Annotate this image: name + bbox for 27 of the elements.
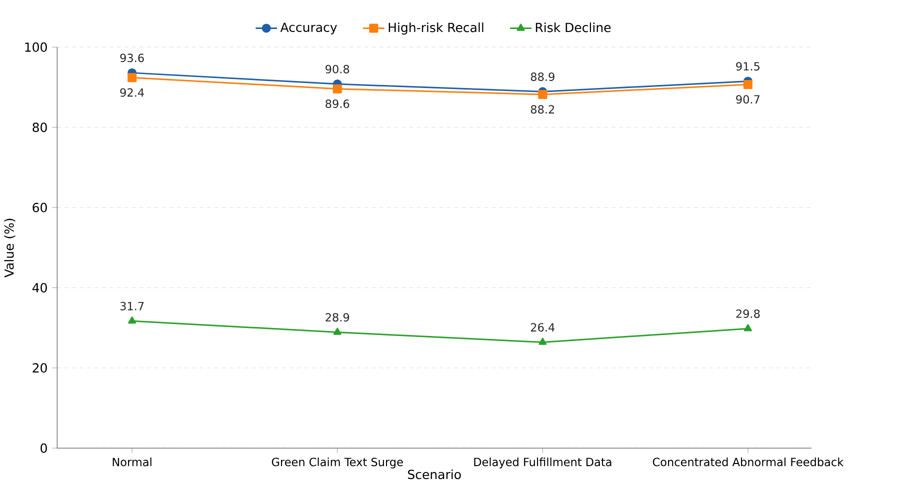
- x-axis-title: Scenario: [408, 470, 461, 480]
- y-tick-label: 0: [40, 444, 47, 454]
- data-label: 29.8: [736, 310, 760, 318]
- y-tick-label: 20: [32, 363, 47, 373]
- data-label: 88.2: [530, 105, 554, 114]
- y-tick-label: 60: [32, 203, 47, 212]
- data-label: 31.7: [120, 302, 144, 311]
- y-tick-label: 80: [32, 122, 47, 132]
- x-tick-label: Concentrated Abnormal Feedback: [652, 458, 844, 466]
- data-label: 91.5: [736, 62, 760, 71]
- legend-label: Risk Decline: [536, 22, 611, 32]
- x-tick-label: Green Claim Text Surge: [272, 458, 403, 469]
- y-axis-title: Value (%): [4, 218, 16, 278]
- x-tick-label: Delayed Fulfillment Data: [474, 458, 612, 469]
- data-label: 90.8: [326, 65, 350, 74]
- data-label: 92.4: [120, 88, 144, 97]
- data-label: 93.6: [120, 54, 144, 62]
- x-tick-label: Normal: [112, 458, 152, 466]
- legend-label: Accuracy: [280, 22, 337, 35]
- data-label: 90.7: [736, 95, 760, 104]
- data-label: 28.9: [326, 313, 350, 322]
- y-tick-label: 100: [25, 42, 47, 52]
- y-tick-label: 40: [32, 283, 47, 293]
- data-label: 88.9: [530, 72, 554, 82]
- data-label: 26.4: [530, 323, 555, 332]
- legend-label: High-risk Recall: [388, 22, 484, 35]
- data-label: 89.6: [326, 100, 350, 108]
